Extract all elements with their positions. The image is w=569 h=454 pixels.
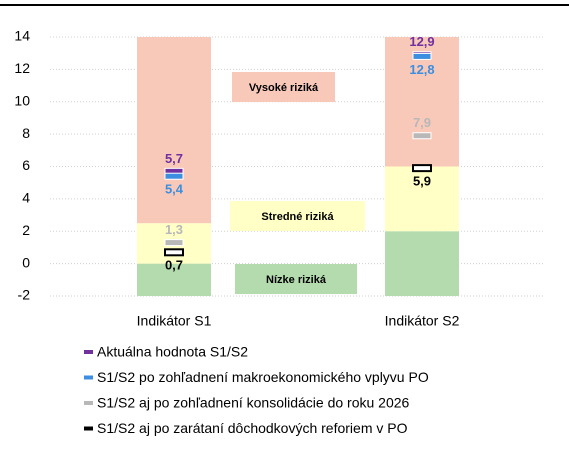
y-tick-label: 8	[22, 125, 30, 141]
legend-label: Aktuálna hodnota S1/S2	[97, 344, 248, 360]
risk-zone	[385, 231, 459, 296]
y-tick-label: 4	[22, 190, 30, 206]
x-tick-label: Indikátor S1	[137, 313, 212, 329]
risk-zone	[137, 263, 211, 296]
value-label: 5,7	[165, 151, 183, 166]
legend-swatch	[84, 375, 93, 380]
y-tick-label: 0	[22, 254, 30, 270]
marker	[412, 52, 432, 60]
x-tick-label: Indikátor S2	[385, 313, 460, 329]
zone-label: Nízke riziká	[266, 274, 327, 286]
y-tick-label: 14	[14, 28, 30, 44]
zone-label: Stredné riziká	[261, 211, 334, 223]
risk-zone	[385, 166, 459, 232]
zone-label-box	[232, 72, 335, 102]
y-tick-label: 6	[22, 157, 30, 173]
marker	[164, 239, 184, 247]
value-label: 7,9	[413, 115, 431, 130]
legend-label: S1/S2 aj po zarátaní dôchodkových refori…	[97, 420, 408, 436]
legend-swatch	[84, 401, 93, 405]
legend-label: S1/S2 aj po zohľadnení konsolidácie do r…	[97, 395, 410, 411]
value-label: 5,9	[413, 174, 431, 189]
value-label: 0,7	[165, 258, 183, 273]
y-tick-label: 10	[14, 92, 30, 108]
zone-label-box	[230, 201, 365, 231]
value-label: 12,8	[409, 62, 434, 77]
marker	[164, 172, 184, 180]
zone-label-box	[235, 264, 357, 294]
marker	[164, 248, 184, 257]
legend-swatch	[84, 350, 93, 354]
risk-zone	[137, 37, 211, 224]
y-tick-label: 12	[14, 60, 30, 76]
marker	[412, 164, 432, 173]
y-tick-label: 2	[22, 222, 30, 238]
legend-swatch	[84, 426, 93, 431]
value-label: 5,4	[165, 182, 184, 197]
zone-label: Vysoké riziká	[249, 82, 319, 94]
value-label: 1,3	[165, 222, 183, 237]
value-label: 12,9	[409, 34, 434, 49]
marker	[412, 132, 432, 140]
y-tick-label: -2	[18, 287, 31, 303]
legend-label: S1/S2 po zohľadnení makroekonomického vp…	[97, 369, 429, 385]
